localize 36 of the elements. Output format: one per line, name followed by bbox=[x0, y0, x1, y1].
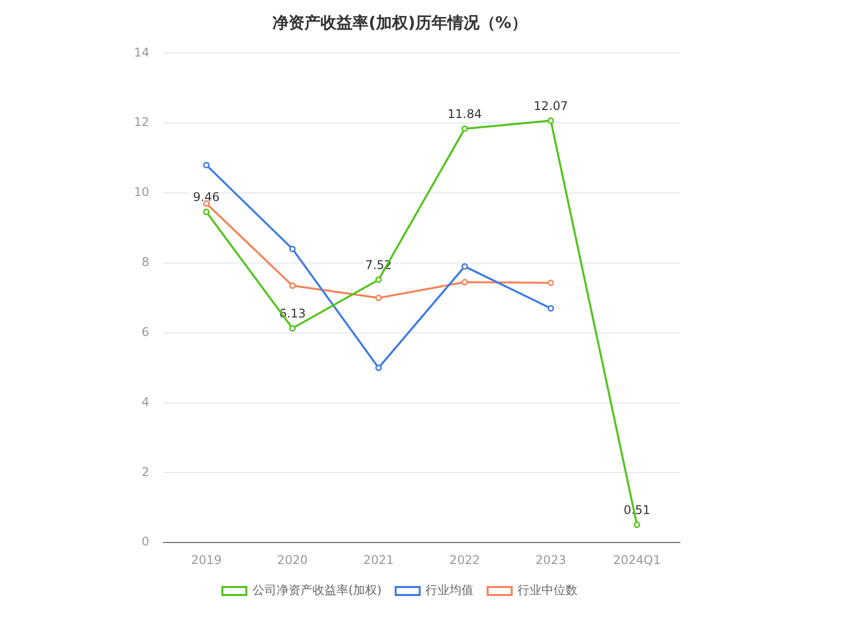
point bbox=[548, 305, 554, 312]
point bbox=[289, 246, 296, 252]
y-tick-label: 2 bbox=[142, 464, 150, 479]
x-tick-label: 2020 bbox=[277, 552, 308, 567]
point bbox=[461, 263, 468, 270]
x-tick-label: 2024Q1 bbox=[613, 552, 661, 567]
y-tick-label: 14 bbox=[134, 45, 150, 60]
data-label: 11.84 bbox=[448, 106, 482, 121]
point bbox=[289, 282, 296, 289]
legend-label: 公司净资产收益率(加权) bbox=[252, 583, 382, 598]
point bbox=[203, 208, 210, 216]
point bbox=[375, 276, 382, 283]
y-tick-label: 0 bbox=[142, 534, 150, 549]
point bbox=[203, 162, 210, 168]
legend-label: 行业中位数 bbox=[518, 583, 578, 598]
y-tick-label: 12 bbox=[134, 115, 150, 130]
point bbox=[461, 278, 468, 286]
x-tick-label: 2023 bbox=[536, 552, 566, 567]
x-tick-label: 2019 bbox=[191, 552, 222, 567]
chart-title: 净资产收益率(加权)历年情况（%） bbox=[272, 12, 528, 32]
point bbox=[548, 280, 554, 286]
point bbox=[548, 117, 554, 124]
legend-label: 行业均值 bbox=[426, 583, 474, 598]
y-tick-label: 8 bbox=[142, 255, 150, 270]
point bbox=[289, 325, 296, 332]
point bbox=[375, 364, 382, 372]
x-tick-label: 2021 bbox=[363, 552, 394, 567]
point bbox=[375, 294, 382, 302]
point bbox=[634, 522, 640, 528]
data-label: 12.07 bbox=[534, 98, 568, 113]
data-label: 9.46 bbox=[192, 190, 220, 204]
y-tick-label: 6 bbox=[142, 324, 150, 339]
point bbox=[461, 125, 468, 132]
x-tick-label: 2022 bbox=[449, 552, 480, 567]
y-tick-label: 10 bbox=[134, 185, 150, 200]
y-tick-label: 4 bbox=[142, 394, 150, 409]
